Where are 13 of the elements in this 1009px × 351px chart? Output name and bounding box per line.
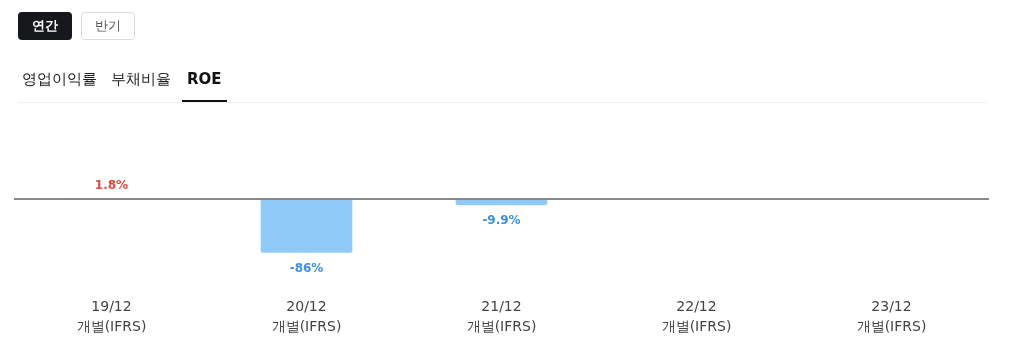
text: 영업이익률 (22, 70, 97, 89)
x-tick-label: 19/12 개별(IFRS) (76, 297, 147, 334)
text: 부채비율 (111, 70, 171, 89)
x-tick-label: 22/12 개별(IFRS) (661, 297, 732, 334)
data-label: 1.8% (94, 177, 129, 192)
data-label: -9.9% (482, 213, 521, 228)
x-tick-label: 23/12 개별(IFRS) (856, 297, 927, 334)
x-tick-label: 21/12 개별(IFRS) (466, 297, 537, 334)
data-label: -86% (289, 260, 324, 275)
x-tick-label: 20/12 개별(IFRS) (271, 297, 342, 334)
text: 반기 (81, 12, 135, 40)
text: 연간 (18, 12, 72, 40)
chart-title: ROE (187, 70, 222, 88)
